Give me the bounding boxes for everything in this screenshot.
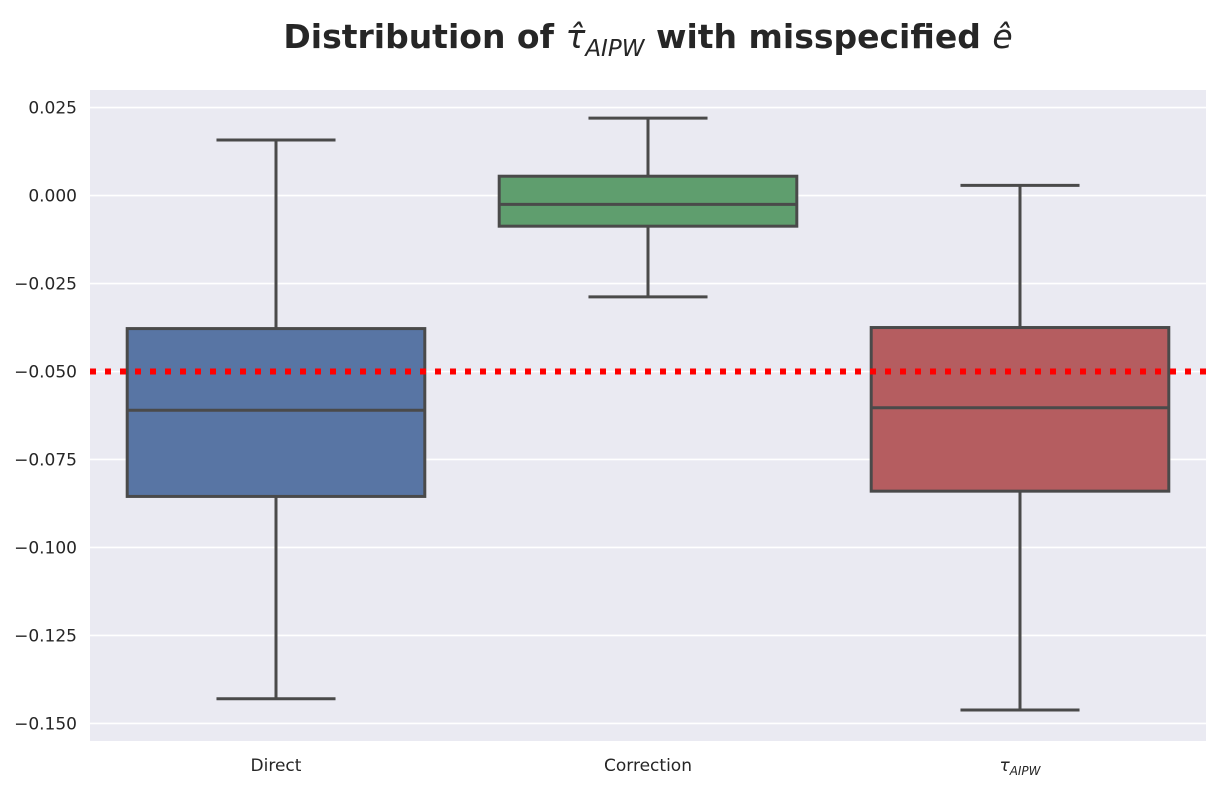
title-symbol-sub: AIPW (583, 36, 645, 62)
y-tick-label: −0.125 (14, 626, 77, 646)
title-middle: with misspecified (644, 17, 992, 56)
box-body (125, 327, 427, 498)
y-tick-label: −0.100 (14, 538, 77, 558)
title-prefix: Distribution of (283, 17, 565, 56)
y-tick-label: −0.150 (14, 714, 77, 734)
box-2 (497, 116, 799, 299)
box-body (497, 174, 799, 228)
chart-title: Distribution of τ̂AIPW with misspecified… (283, 17, 1012, 62)
box-1 (125, 138, 427, 701)
x-tick-symbol: τ (999, 756, 1010, 776)
y-tick-label: −0.025 (14, 275, 77, 295)
box-body (869, 326, 1171, 493)
title-symbol2: ê (992, 17, 1012, 56)
y-tick-label: −0.050 (14, 363, 77, 383)
title-symbol: τ̂ (565, 17, 586, 56)
x-tick-label: Direct (251, 756, 302, 776)
y-tick-label: 0.000 (28, 187, 77, 207)
x-tick-label: τAIPW (999, 756, 1041, 778)
x-axis-ticks: Direct Correction τAIPW (251, 756, 1042, 778)
x-tick-label: Correction (604, 756, 692, 776)
x-tick-symbol-sub: AIPW (1009, 764, 1042, 778)
y-tick-label: 0.025 (28, 99, 77, 119)
y-tick-label: −0.075 (14, 450, 77, 470)
box-3 (869, 183, 1171, 712)
box-series (125, 116, 1171, 712)
y-axis-ticks: 0.025 0.000 −0.025 −0.050 −0.075 −0.100 −0.125… (14, 99, 77, 735)
